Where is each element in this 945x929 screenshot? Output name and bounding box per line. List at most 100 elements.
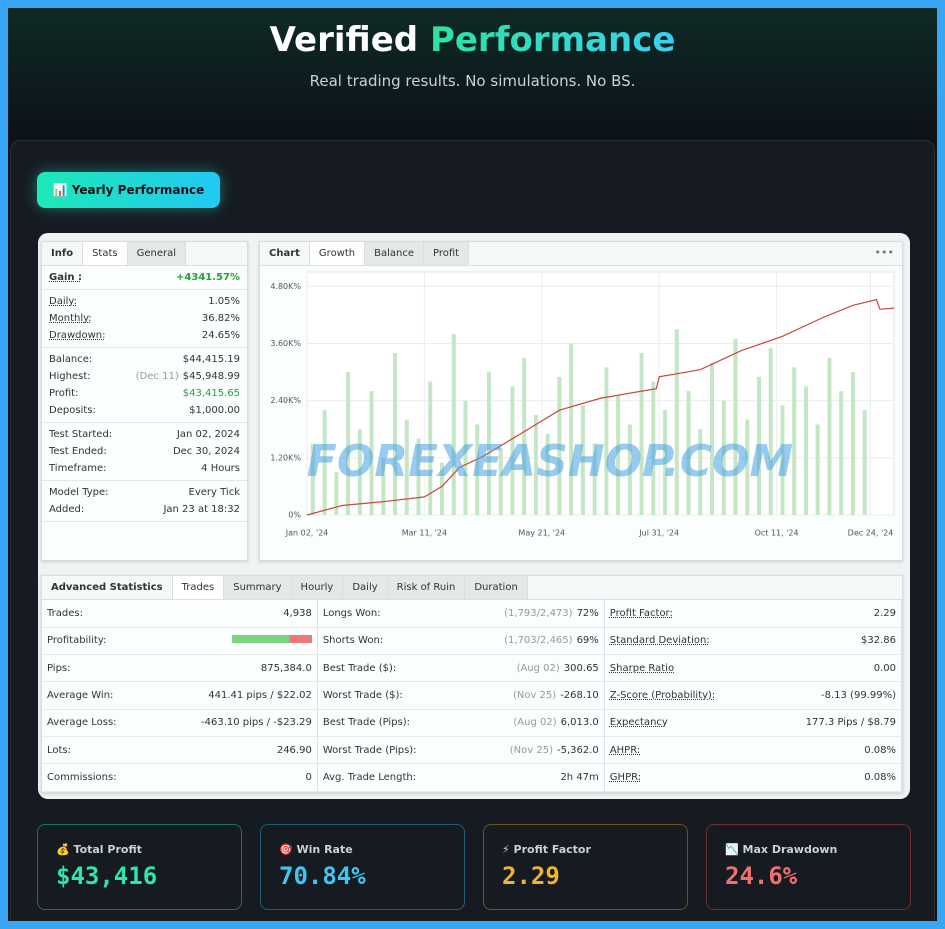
stats-note: (Nov 25) xyxy=(512,690,557,702)
card-label: ⚡ Profit Factor xyxy=(502,843,591,856)
bar xyxy=(651,381,656,515)
panel: 📊 Yearly Performance Info Stats General Gai… xyxy=(10,140,935,921)
y-tick-label: 0% xyxy=(288,511,301,520)
info-row: Monthly: 36.82% xyxy=(49,310,240,327)
stats-value-cell: 246.90 xyxy=(151,736,318,765)
tab[interactable]: Summary xyxy=(224,576,292,599)
card-label: 🎯 Win Rate xyxy=(279,843,353,856)
bar xyxy=(475,424,480,515)
stats-label: GHPR: xyxy=(609,771,642,783)
x-tick-label: Jan 02, '24 xyxy=(285,529,329,538)
tab[interactable]: Stats xyxy=(83,242,128,265)
stats-value: 72% xyxy=(576,607,599,619)
stats-label: Best Trade (Pips): xyxy=(322,717,411,729)
chart-menu[interactable]: ••• xyxy=(874,246,894,259)
stats-label-cell: Trades: xyxy=(42,600,152,628)
info-row: Balance: $44,415.19 xyxy=(49,351,240,368)
info-group: Balance: $44,415.19 Highest: (Dec 11) $45,94… xyxy=(42,348,247,423)
stats-label: Worst Trade ($): xyxy=(322,690,403,702)
stats-label: Standard Deviation: xyxy=(609,635,710,647)
stats-note: (1,703/2,465) xyxy=(504,635,573,647)
tab[interactable]: Growth xyxy=(309,242,366,265)
tabs: Advanced Statistics Trades Summary Hourly Da… xyxy=(42,576,902,600)
stats-table: Trades: 4,938 Longs Won: (1,793/2,473) 72% Pr… xyxy=(42,600,903,792)
card-value: 2.29 xyxy=(502,862,560,890)
info-value: $43,415.65 xyxy=(182,388,240,399)
stats-label: Shorts Won: xyxy=(322,635,384,647)
bar xyxy=(792,367,797,515)
tab[interactable]: Daily xyxy=(343,576,388,599)
tab[interactable]: Info xyxy=(42,242,84,265)
stats-value: 69% xyxy=(576,635,599,647)
stats-value: 4,938 xyxy=(283,607,312,619)
info-value: $44,415.19 xyxy=(182,354,240,365)
y-tick-label: 4.80K% xyxy=(270,282,301,291)
info-row: Test Started: Jan 02, 2024 xyxy=(49,426,240,443)
tab[interactable]: Duration xyxy=(465,576,528,599)
info-value-wrap: Dec 30, 2024 xyxy=(173,446,240,457)
info-label: Model Type: xyxy=(49,487,109,498)
bar xyxy=(815,424,820,515)
bar xyxy=(416,438,421,515)
tab[interactable]: Trades xyxy=(172,576,225,599)
bar xyxy=(592,443,597,515)
title-accent: Performance xyxy=(429,20,676,60)
bar xyxy=(850,372,855,515)
yearly-button[interactable]: 📊 Yearly Performance xyxy=(37,172,220,208)
bar xyxy=(322,410,327,515)
tab[interactable]: Chart xyxy=(260,242,310,265)
tab[interactable]: Balance xyxy=(365,242,425,265)
info-row: Timeframe: 4 Hours xyxy=(49,460,240,477)
profitability-bar xyxy=(231,635,312,644)
stats-value-cell: 0.08% xyxy=(763,763,903,792)
info-value-wrap: 24.65% xyxy=(202,330,240,341)
stats-value-cell: (Nov 25) -5,362.0 xyxy=(460,736,605,765)
info-group: Gain : +4341.57% xyxy=(42,266,247,290)
tab[interactable]: General xyxy=(127,242,187,265)
stats-label-cell: AHPR: xyxy=(604,736,764,765)
stats-value: 6,013.0 xyxy=(560,717,599,729)
info-value-wrap: 4 Hours xyxy=(201,463,240,474)
stats-label: Profitability: xyxy=(47,635,107,647)
report-card: Info Stats General Gain : +4341.57% Daily: 1.0… xyxy=(38,233,910,799)
stats-label: Average Win: xyxy=(47,690,114,702)
stats-value-cell: (1,703/2,465) 69% xyxy=(460,627,605,656)
info-label: Daily: xyxy=(49,296,77,307)
info-value: 24.65% xyxy=(201,330,240,341)
info-label: Highest: xyxy=(49,371,91,382)
info-value-wrap: $43,415.65 xyxy=(183,388,240,399)
bar xyxy=(733,338,738,515)
x-tick-label: May 21, '24 xyxy=(518,529,565,538)
bar xyxy=(451,333,456,515)
tab[interactable]: Hourly xyxy=(291,576,344,599)
stats-label-cell: Shorts Won: xyxy=(317,627,461,656)
info-label: Profit: xyxy=(49,388,79,399)
stats-value: -5,362.0 xyxy=(557,744,599,756)
tab[interactable]: Profit xyxy=(424,242,470,265)
bar xyxy=(745,419,750,515)
stats-label-cell: Average Win: xyxy=(42,681,152,710)
subtitle: Real trading results. No simulations. No… xyxy=(309,72,636,90)
stats-value: 0 xyxy=(305,771,312,783)
tab[interactable]: Risk of Ruin xyxy=(387,576,466,599)
x-tick-label: Mar 11, '24 xyxy=(402,529,447,538)
card-label: 📉 Max Drawdown xyxy=(725,843,838,856)
info-label: Gain : xyxy=(49,272,82,283)
info-label: Added: xyxy=(49,504,85,515)
info-value-wrap: $44,415.19 xyxy=(183,354,240,365)
info-row: Gain : +4341.57% xyxy=(49,269,240,286)
tab[interactable]: Advanced Statistics xyxy=(42,576,173,599)
card-label: 💰 Total Profit xyxy=(56,843,142,856)
stats-row: Average Win: 441.41 pips / $22.02 Worst Tr… xyxy=(42,681,903,710)
stats-note: (Aug 02) xyxy=(516,662,560,674)
stats-label-cell: Standard Deviation: xyxy=(604,627,764,656)
bar xyxy=(768,348,773,515)
stats-value-cell: (Aug 02) 6,013.0 xyxy=(460,709,605,737)
bar xyxy=(780,405,785,515)
info-value: 4 Hours xyxy=(201,463,240,474)
info-note: (Dec 11) xyxy=(135,371,179,382)
stats-note: (1,793/2,473) xyxy=(504,607,573,619)
info-row: Model Type: Every Tick xyxy=(49,484,240,501)
info-label: Test Ended: xyxy=(49,446,107,457)
